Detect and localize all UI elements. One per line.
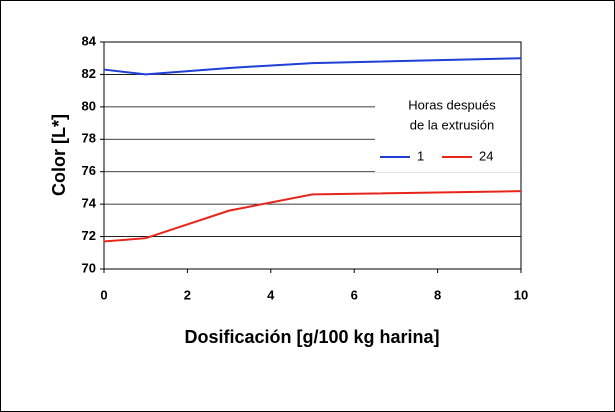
legend-title: de la extrusión — [410, 117, 495, 132]
legend-title: Horas después — [408, 97, 496, 112]
y-tick-label: 84 — [82, 33, 97, 48]
y-tick-label: 80 — [82, 98, 96, 113]
y-axis-title: Color [L*] — [49, 114, 69, 196]
x-tick-label: 8 — [434, 287, 441, 302]
legend-label: 1 — [417, 148, 424, 163]
y-tick-label: 76 — [82, 163, 96, 178]
series-line — [103, 190, 522, 243]
x-tick-label: 6 — [351, 287, 358, 302]
x-tick-label: 2 — [184, 287, 191, 302]
y-tick-label: 78 — [82, 131, 96, 146]
legend-label: 24 — [479, 148, 493, 163]
x-tick-label: 4 — [267, 287, 275, 302]
y-tick-label: 70 — [82, 260, 96, 275]
x-tick-label: 0 — [100, 287, 107, 302]
x-axis-title: Dosificación [g/100 kg harina] — [184, 327, 439, 347]
series-line — [103, 57, 522, 76]
x-tick-label: 10 — [514, 287, 528, 302]
y-tick-label: 82 — [82, 66, 96, 81]
y-tick-label: 72 — [82, 228, 96, 243]
y-tick-label: 74 — [82, 196, 97, 211]
plot-border — [103, 41, 522, 270]
